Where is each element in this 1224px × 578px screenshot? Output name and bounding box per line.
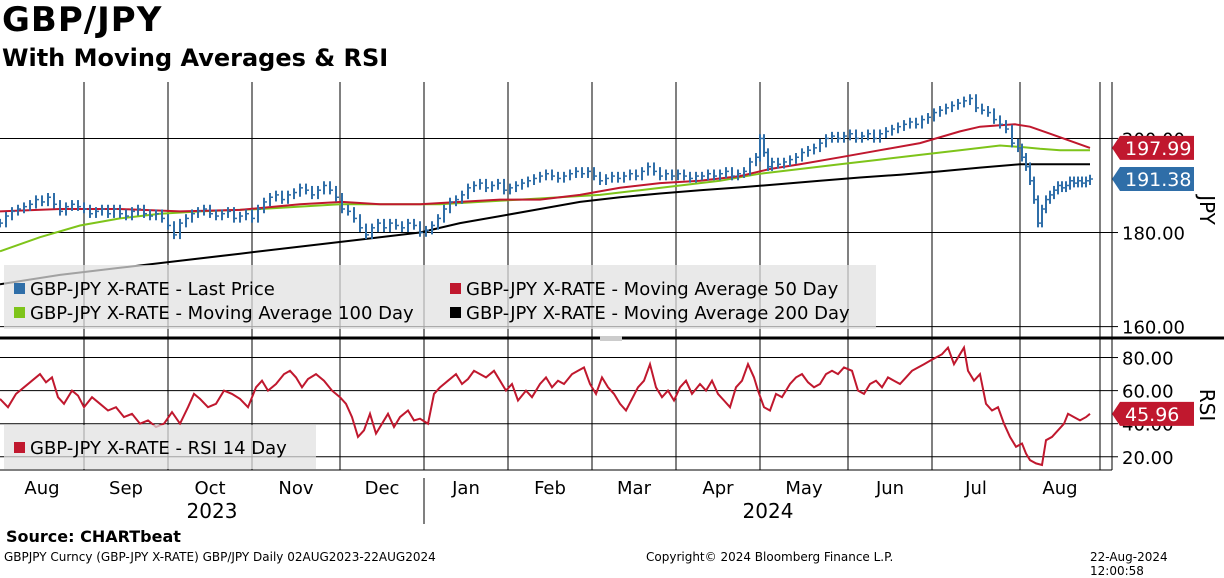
legend-swatch-icon bbox=[14, 442, 25, 453]
page-subtitle: With Moving Averages & RSI bbox=[2, 44, 389, 72]
legend-swatch-icon bbox=[450, 307, 461, 318]
security-description: GBPJPY Curncy (GBP-JPY X-RATE) GBP/JPY D… bbox=[4, 550, 436, 564]
legend-item-ma50: GBP-JPY X-RATE - Moving Average 50 Day bbox=[450, 279, 838, 300]
last-value-tag-ma50 bbox=[1112, 135, 1194, 160]
rsi-legend bbox=[4, 425, 316, 469]
x-tick-label: Jun bbox=[875, 478, 904, 499]
x-tick-label: Dec bbox=[365, 478, 400, 499]
x-tick-label: Aug bbox=[1042, 478, 1077, 499]
y-tick-label: 60.00 bbox=[1122, 382, 1174, 403]
y-axis-label-price: JPY bbox=[1195, 193, 1219, 226]
y-tick-label: 160.00 bbox=[1122, 318, 1185, 339]
x-tick-label: May bbox=[785, 478, 823, 499]
last-value-tag-price-text: 191.38 bbox=[1125, 169, 1191, 191]
legend-swatch-icon bbox=[14, 307, 25, 318]
x-year-label: 2023 bbox=[187, 499, 238, 523]
y-tick-label: 20.00 bbox=[1122, 448, 1174, 469]
legend-item-ma100: GBP-JPY X-RATE - Moving Average 100 Day bbox=[14, 303, 414, 324]
copyright: Copyright© 2024 Bloomberg Finance L.P. bbox=[646, 550, 894, 564]
x-year-label: 2024 bbox=[743, 499, 794, 523]
axis-layer: 160.00180.00200.0020.0040.0060.0080.00JP… bbox=[0, 82, 1224, 524]
panel-splitter-handle bbox=[600, 336, 622, 341]
last-value-tag-rsi-text: 45.96 bbox=[1125, 404, 1179, 426]
price-legend bbox=[4, 265, 876, 329]
last-value-tag-ma50-text: 197.99 bbox=[1125, 138, 1191, 160]
legend-swatch-icon bbox=[14, 283, 25, 294]
last-value-tag-rsi bbox=[1112, 401, 1194, 426]
x-tick-label: Feb bbox=[534, 478, 566, 499]
series-rsi-line bbox=[0, 344, 1091, 467]
y-tick-label: 80.00 bbox=[1122, 349, 1174, 370]
source-label: Source: CHARTbeat bbox=[6, 527, 181, 546]
x-tick-label: Apr bbox=[702, 478, 734, 499]
legend-item-last-price: GBP-JPY X-RATE - Last Price bbox=[14, 279, 275, 300]
timestamp: 22-Aug-2024 12:00:58 bbox=[1090, 550, 1168, 578]
x-tick-label: Sep bbox=[109, 478, 143, 499]
series-ma200-line bbox=[0, 163, 1090, 286]
legend-item-rsi: GBP-JPY X-RATE - RSI 14 Day bbox=[14, 438, 287, 459]
x-tick-label: Jul bbox=[964, 478, 987, 499]
y-axis-label-rsi: RSI bbox=[1195, 389, 1219, 422]
x-tick-label: Mar bbox=[617, 478, 652, 499]
x-tick-label: Nov bbox=[278, 478, 313, 499]
legend-swatch-icon bbox=[450, 283, 461, 294]
series-layer bbox=[0, 94, 1093, 467]
last-value-tag-price bbox=[1112, 166, 1194, 191]
y-tick-label: 180.00 bbox=[1122, 224, 1185, 245]
x-tick-label: Oct bbox=[194, 478, 225, 499]
x-tick-label: Jan bbox=[451, 478, 480, 499]
legend-item-ma200: GBP-JPY X-RATE - Moving Average 200 Day bbox=[450, 303, 850, 324]
x-tick-label: Aug bbox=[24, 478, 59, 499]
page-title: GBP/JPY bbox=[2, 0, 163, 40]
series-ma50-line bbox=[0, 123, 1091, 213]
